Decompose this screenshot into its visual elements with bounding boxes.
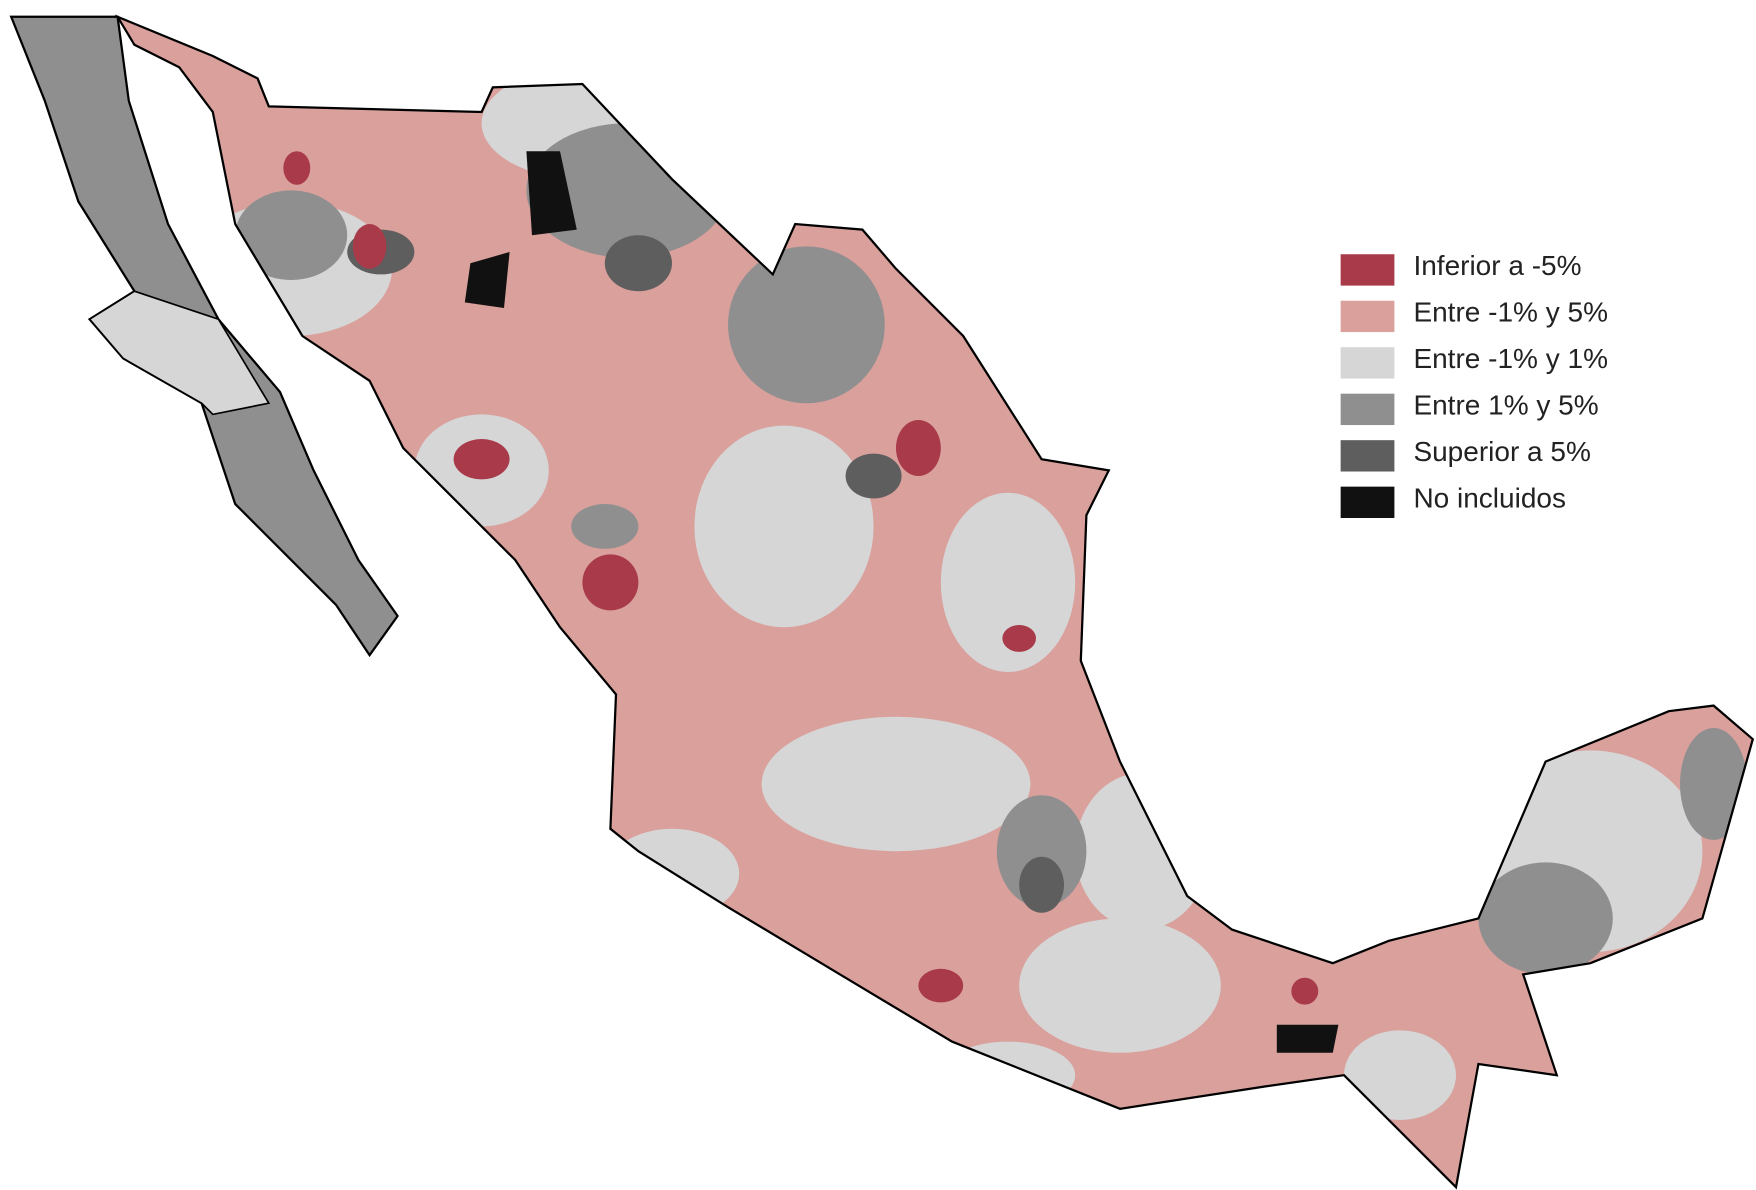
legend: Inferior a -5% Entre -1% y 5% Entre -1% y … (1340, 250, 1608, 518)
legend-swatch (1340, 254, 1395, 286)
legend-label: Entre 1% y 5% (1413, 390, 1598, 421)
legend-swatch (1340, 486, 1395, 518)
mainland-outline (114, 14, 1755, 1190)
legend-swatch (1340, 393, 1395, 426)
legend-swatch (1340, 347, 1395, 379)
legend-label: Entre -1% y 1% (1413, 343, 1608, 374)
legend-label: Entre -1% y 5% (1413, 297, 1608, 328)
peninsula-south (88, 290, 271, 416)
legend-swatch (1340, 300, 1395, 333)
legend-label: Inferior a -5% (1413, 250, 1581, 281)
legend-label: Superior a 5% (1413, 436, 1590, 467)
legend-label: No incluidos (1413, 482, 1566, 513)
legend-swatch (1340, 440, 1395, 472)
